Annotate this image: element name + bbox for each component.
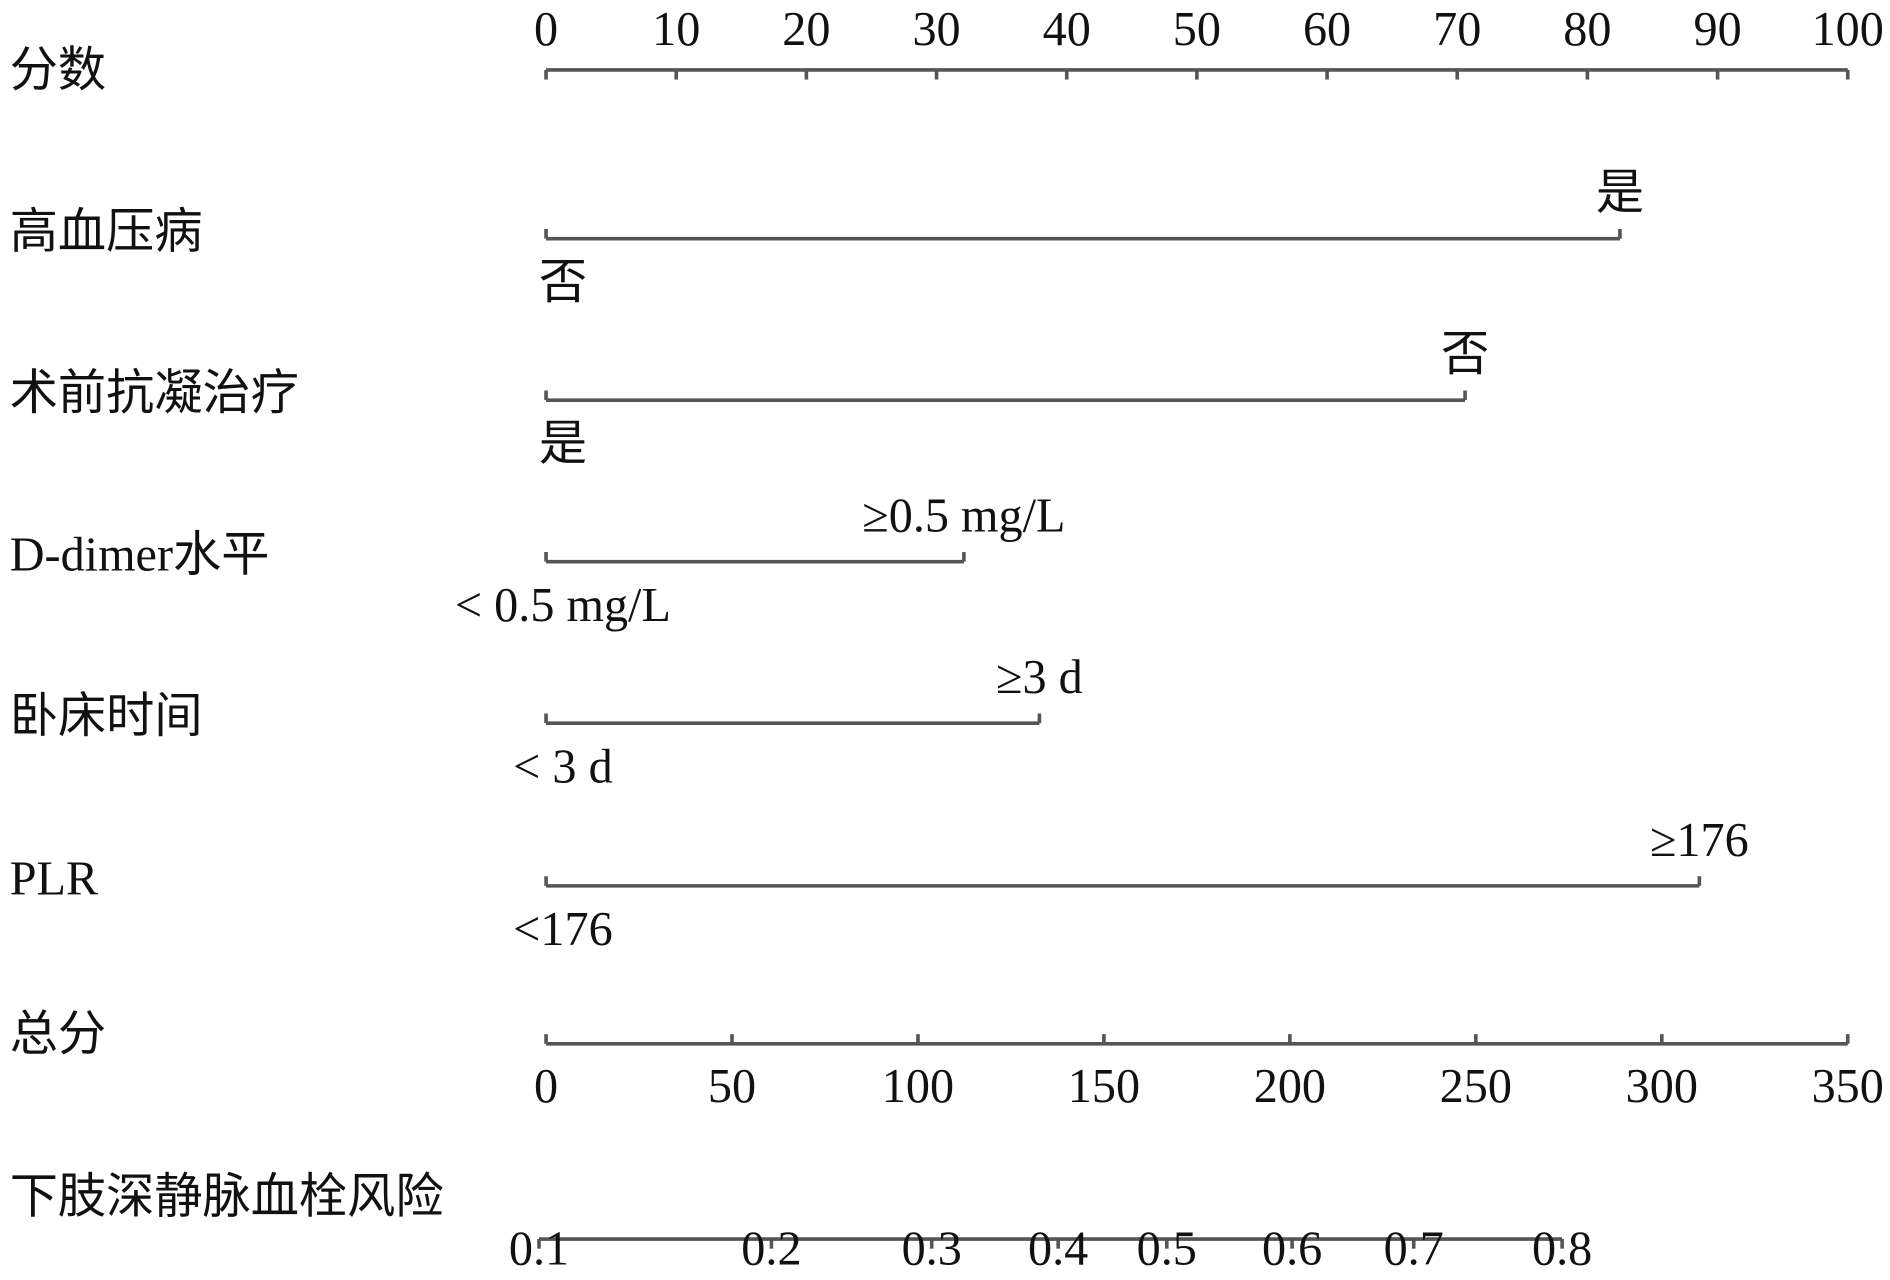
tick-label: 250 [1440, 1060, 1512, 1113]
variable-label: 高血压病 [10, 205, 203, 258]
level-label: 是 [1596, 167, 1644, 220]
tick-label: 0.1 [509, 1223, 569, 1276]
tick-label: 50 [1173, 3, 1221, 56]
tick-label: 50 [708, 1060, 756, 1113]
tick-label: 0 [534, 1060, 558, 1113]
level-label: ≥3 d [996, 651, 1083, 704]
level-label: < 0.5 mg/L [455, 579, 671, 632]
tick-label: 20 [782, 3, 830, 56]
level-label: 是 [539, 417, 587, 470]
tick-label: 350 [1812, 1060, 1884, 1113]
tick-label: 80 [1563, 3, 1611, 56]
variable-label: D-dimer水平 [10, 528, 270, 581]
tick-label: 30 [912, 3, 960, 56]
variable-label: 术前抗凝治疗 [10, 367, 299, 420]
tick-label: 40 [1043, 3, 1091, 56]
axis-label: 分数 [10, 44, 106, 97]
tick-label: 0.5 [1137, 1223, 1197, 1276]
tick-label: 0.7 [1384, 1223, 1444, 1276]
tick-label: 0.3 [902, 1223, 962, 1276]
tick-label: 100 [1812, 3, 1884, 56]
tick-label: 70 [1433, 3, 1481, 56]
variable-label: PLR [10, 853, 99, 906]
tick-label: 300 [1626, 1060, 1698, 1113]
level-label: <176 [513, 903, 613, 956]
tick-label: 0.6 [1262, 1223, 1322, 1276]
tick-label: 0.8 [1532, 1223, 1592, 1276]
axis-label: 下肢深静脉血栓风险 [10, 1171, 444, 1224]
tick-label: 0 [534, 3, 558, 56]
tick-label: 200 [1254, 1060, 1326, 1113]
level-label: ≥176 [1650, 814, 1749, 867]
tick-label: 100 [882, 1060, 954, 1113]
tick-label: 90 [1693, 3, 1741, 56]
axis-label: 总分 [10, 1008, 106, 1061]
level-label: ≥0.5 mg/L [862, 490, 1065, 543]
tick-label: 0.4 [1028, 1223, 1088, 1276]
tick-label: 150 [1068, 1060, 1140, 1113]
tick-label: 0.2 [741, 1223, 801, 1276]
tick-label: 10 [652, 3, 700, 56]
level-label: 否 [539, 256, 587, 309]
variable-label: 卧床时间 [10, 690, 203, 743]
level-label: 否 [1441, 328, 1489, 381]
level-label: < 3 d [513, 740, 613, 793]
tick-label: 60 [1303, 3, 1351, 56]
